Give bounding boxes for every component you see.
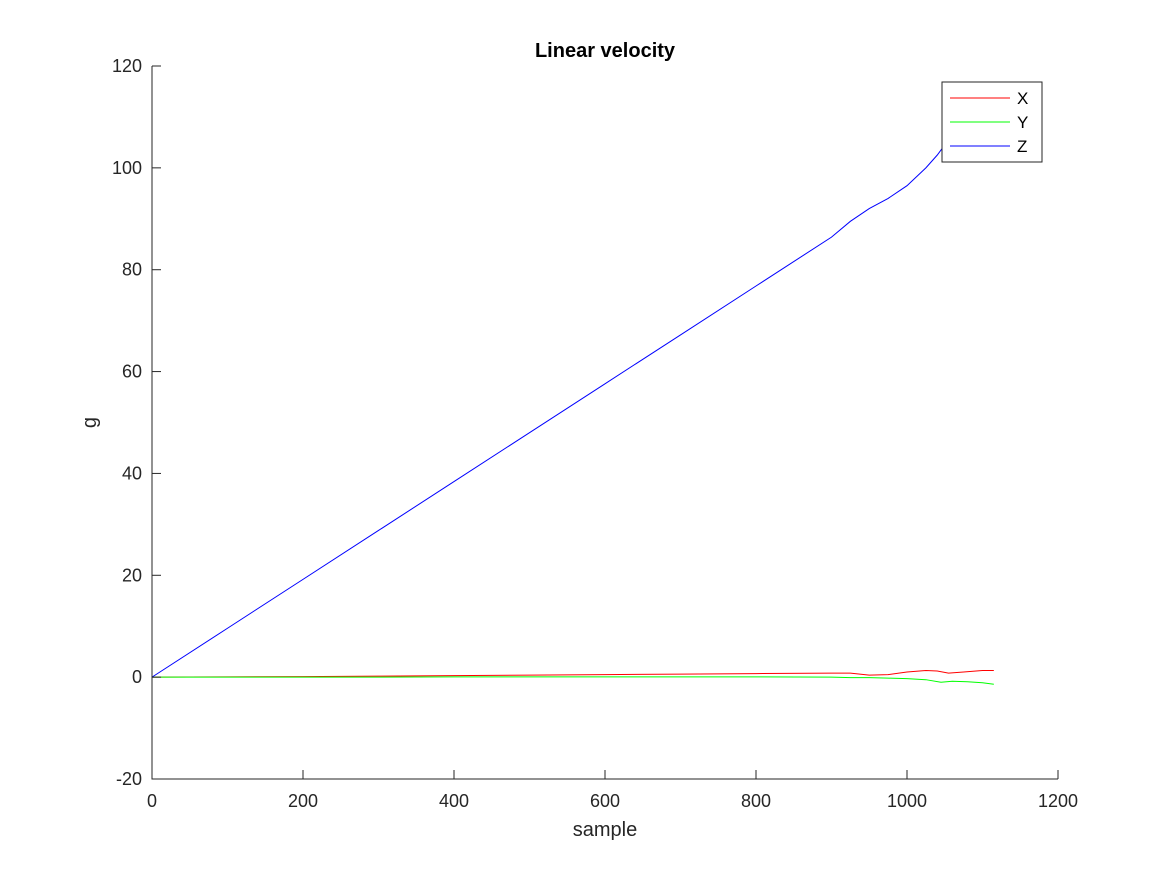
y-tick-label: 80	[122, 260, 142, 280]
y-tick-label: 0	[132, 667, 142, 687]
x-axis-title: sample	[573, 819, 637, 841]
y-tick-label: -20	[116, 769, 142, 789]
x-tick-label: 200	[288, 791, 318, 811]
y-axis-ticks: -20 0 20 40 60 80 100 120	[112, 56, 161, 789]
x-tick-label: 800	[741, 791, 771, 811]
legend-entries: XYZ	[950, 89, 1028, 156]
legend-label-x: X	[1017, 89, 1028, 108]
legend-label-y: Y	[1017, 113, 1028, 132]
chart-title: Linear velocity	[535, 40, 676, 62]
y-tick-label: 20	[122, 565, 142, 585]
legend-label-z: Z	[1017, 137, 1027, 156]
y-tick-label: 120	[112, 56, 142, 76]
series-layer	[151, 134, 994, 685]
legend: XYZ	[941, 81, 1043, 163]
x-tick-label: 1000	[887, 791, 927, 811]
y-tick-label: 40	[122, 463, 142, 483]
x-tick-label: 400	[439, 791, 469, 811]
y-tick-label: 100	[112, 158, 142, 178]
y-axis-title: g	[79, 417, 101, 428]
series-line-y	[152, 676, 994, 685]
x-tick-label: 1200	[1038, 791, 1078, 811]
series-line-z	[151, 134, 953, 678]
x-tick-label: 0	[147, 791, 157, 811]
y-tick-label: 60	[122, 362, 142, 382]
x-tick-label: 600	[590, 791, 620, 811]
x-axis-ticks: 0 200 400 600 800 1000 1200	[147, 770, 1078, 811]
series-line-x	[151, 670, 994, 678]
